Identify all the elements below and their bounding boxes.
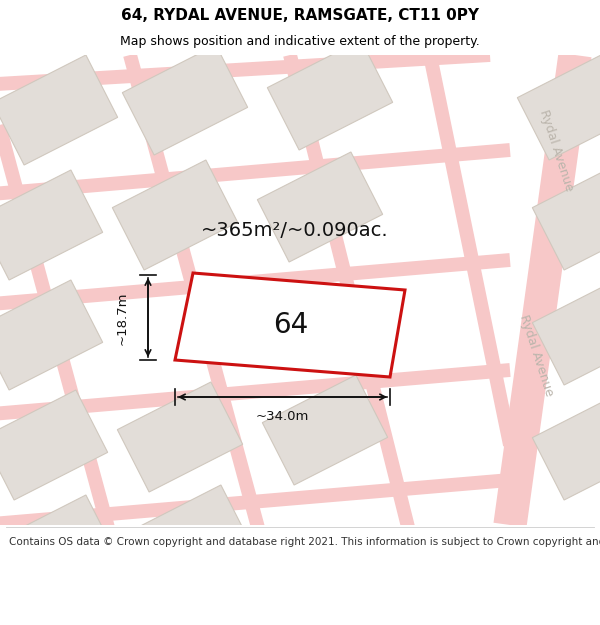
Polygon shape bbox=[127, 485, 253, 595]
Polygon shape bbox=[268, 40, 392, 150]
Polygon shape bbox=[0, 495, 118, 605]
Text: 64, RYDAL AVENUE, RAMSGATE, CT11 0PY: 64, RYDAL AVENUE, RAMSGATE, CT11 0PY bbox=[121, 8, 479, 23]
Polygon shape bbox=[0, 390, 107, 500]
Polygon shape bbox=[112, 160, 238, 270]
Polygon shape bbox=[0, 170, 103, 280]
Polygon shape bbox=[262, 375, 388, 485]
Polygon shape bbox=[0, 280, 103, 390]
Text: Map shows position and indicative extent of the property.: Map shows position and indicative extent… bbox=[120, 35, 480, 48]
Polygon shape bbox=[0, 55, 118, 165]
Text: ~365m²/~0.090ac.: ~365m²/~0.090ac. bbox=[201, 221, 389, 239]
Polygon shape bbox=[175, 273, 405, 377]
Polygon shape bbox=[118, 382, 242, 492]
Text: Rydal Avenue: Rydal Avenue bbox=[517, 312, 556, 398]
Polygon shape bbox=[517, 50, 600, 160]
Polygon shape bbox=[532, 160, 600, 270]
Text: Contains OS data © Crown copyright and database right 2021. This information is : Contains OS data © Crown copyright and d… bbox=[9, 537, 600, 547]
Text: Rydal Avenue: Rydal Avenue bbox=[536, 107, 575, 192]
Text: 64: 64 bbox=[273, 311, 308, 339]
Polygon shape bbox=[257, 152, 383, 262]
Polygon shape bbox=[532, 275, 600, 385]
Text: ~18.7m: ~18.7m bbox=[115, 291, 128, 345]
Polygon shape bbox=[122, 45, 248, 155]
Polygon shape bbox=[532, 390, 600, 500]
Text: ~34.0m: ~34.0m bbox=[256, 411, 308, 424]
